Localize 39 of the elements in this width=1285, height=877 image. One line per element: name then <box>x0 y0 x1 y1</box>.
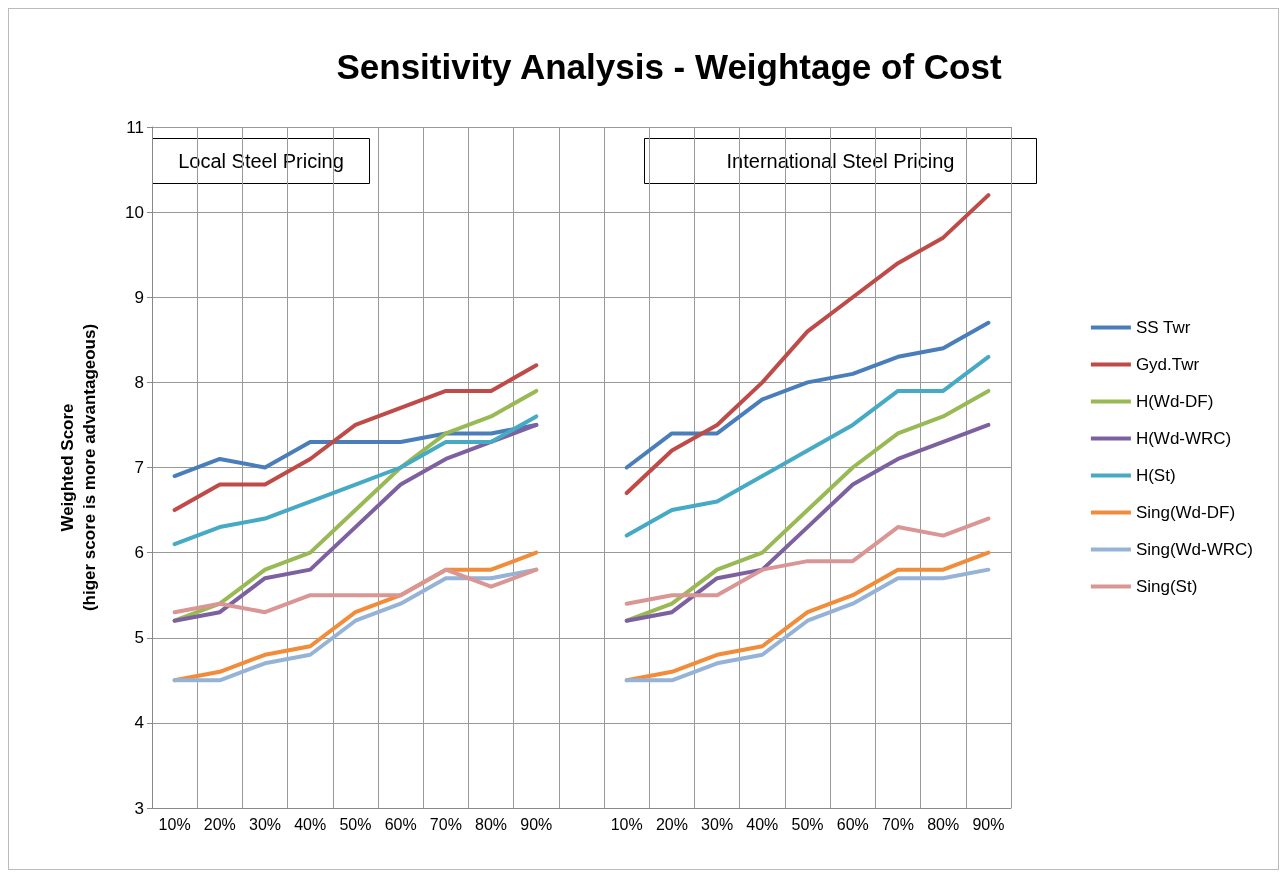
x-tick-label: 80% <box>475 815 508 833</box>
x-tick-label: 30% <box>701 815 734 833</box>
y-tick-label: 8 <box>134 372 144 392</box>
x-tick-label: 60% <box>384 815 417 833</box>
x-tick-label: 80% <box>927 815 960 833</box>
legend-label: H(Wd-WRC) <box>1135 429 1232 448</box>
y-tick-label: 10 <box>125 202 144 222</box>
legend-label: H(St) <box>1135 466 1176 485</box>
y-tick-label: 11 <box>126 117 144 137</box>
legend-label: Gyd.Twr <box>1135 355 1200 374</box>
y-tick-label: 4 <box>134 713 144 733</box>
legend-label: Sing(Wd-DF) <box>1135 503 1236 522</box>
x-tick-label: 40% <box>746 815 779 833</box>
y-tick-label: 9 <box>134 287 144 307</box>
legend-label: Sing(Wd-WRC) <box>1135 540 1253 559</box>
y-tick-label: 7 <box>134 458 144 477</box>
x-tick-label: 40% <box>294 815 327 833</box>
x-tick-label: 70% <box>429 815 462 833</box>
x-tick-label: 50% <box>339 815 372 833</box>
y-tick-label: 5 <box>134 628 144 648</box>
annotation: Local Steel Pricing <box>178 149 344 172</box>
x-tick-label: 90% <box>972 815 1005 833</box>
y-axis-title: Weighted Score (higer score is more advantageous) <box>57 323 99 612</box>
x-tick-label: 70% <box>881 815 914 833</box>
x-tick-label: 90% <box>520 815 553 833</box>
x-tick-label: 20% <box>203 815 236 833</box>
chart-title: Sensitivity Analysis - Weightage of Cost <box>336 47 1002 86</box>
x-tick-label: 30% <box>249 815 282 833</box>
legend-label: SS Twr <box>1135 318 1191 337</box>
legend-label: H(Wd-DF) <box>1135 392 1214 411</box>
x-tick-label: 10% <box>158 815 191 833</box>
x-tick-label: 60% <box>836 815 869 833</box>
y-tick-label: 6 <box>134 543 144 563</box>
x-tick-label: 10% <box>610 815 643 833</box>
annotation: International Steel Pricing <box>726 149 955 172</box>
y-tick-label: 3 <box>134 798 144 818</box>
legend-label: Sing(St) <box>1135 577 1198 596</box>
x-tick-label: 50% <box>791 815 824 833</box>
x-tick-label: 20% <box>655 815 688 833</box>
